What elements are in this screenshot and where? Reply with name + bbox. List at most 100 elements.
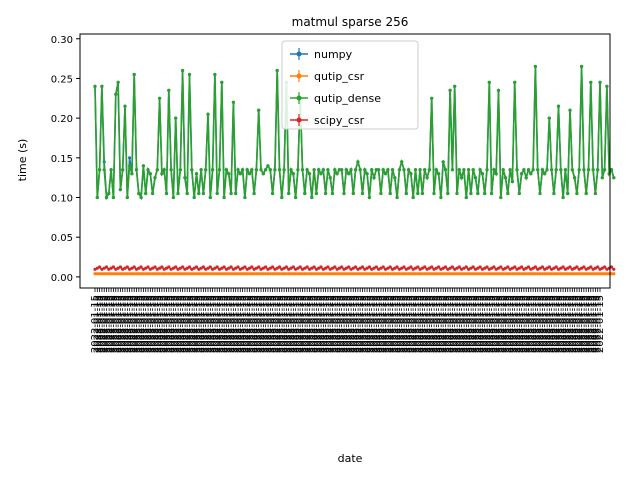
x-tick-label: 2022-01-15 xyxy=(376,295,387,353)
x-tick-label: 2022-01-15 xyxy=(265,295,276,353)
data-point-qutip_dense xyxy=(586,168,591,172)
data-point-qutip_csr xyxy=(432,272,436,276)
x-tick-label: 2022-01-15 xyxy=(159,295,170,353)
x-tick-label: 2022-01-15 xyxy=(415,295,426,353)
data-point-qutip_csr xyxy=(524,272,528,276)
data-point-qutip_dense xyxy=(330,191,335,196)
data-point-qutip_csr xyxy=(102,272,106,276)
data-point-qutip_dense xyxy=(393,176,397,180)
data-point-qutip_csr xyxy=(543,272,547,276)
y-tick-label: 0.00 xyxy=(51,273,73,284)
data-point-qutip_dense xyxy=(467,168,471,172)
y-tick-label: 0.20 xyxy=(51,114,73,125)
x-tick-label: 2022-01-15 xyxy=(593,295,604,353)
x-tick-label: 2022-01-15 xyxy=(510,295,521,353)
data-point-scipy_csr xyxy=(450,265,454,269)
x-tick-label: 2022-01-15 xyxy=(238,295,249,353)
x-tick-label: 2022-01-15 xyxy=(341,295,352,353)
data-point-qutip_csr xyxy=(446,272,450,276)
data-point-qutip_dense xyxy=(363,168,367,172)
data-point-scipy_csr xyxy=(568,265,572,269)
data-point-qutip_csr xyxy=(612,272,616,276)
data-point-qutip_csr xyxy=(349,272,353,276)
data-point-qutip_csr xyxy=(303,272,307,276)
x-tick-label: 2022-01-15 xyxy=(125,295,136,353)
x-tick-label: 2022-01-15 xyxy=(185,295,196,353)
data-point-scipy_csr xyxy=(243,265,247,269)
data-point-qutip_dense xyxy=(556,104,561,108)
data-point-qutip_csr xyxy=(580,272,584,276)
data-point-qutip_dense xyxy=(178,168,182,172)
x-tick-label: 2022-01-15 xyxy=(434,295,445,353)
data-point-qutip_dense xyxy=(520,172,524,176)
x-tick-label: 2022-01-15 xyxy=(228,295,239,353)
x-tick-label: 2022-01-15 xyxy=(217,295,228,353)
data-point-qutip_csr xyxy=(437,272,441,276)
data-point-qutip_csr xyxy=(128,272,132,276)
data-point-scipy_csr xyxy=(603,265,607,269)
data-point-qutip_csr xyxy=(300,272,305,276)
axes-frame xyxy=(79,33,611,289)
data-point-qutip_csr xyxy=(536,272,540,276)
data-point-qutip_dense xyxy=(151,191,155,196)
data-point-qutip_csr xyxy=(453,272,457,276)
data-point-qutip_csr xyxy=(192,272,196,276)
data-point-qutip_csr xyxy=(282,272,286,276)
legend-marker-qutip_dense xyxy=(296,95,302,101)
x-tick-label: 2022-01-15 xyxy=(494,295,505,353)
data-point-qutip_dense xyxy=(247,172,252,176)
data-point-qutip_csr xyxy=(443,272,448,276)
data-point-scipy_csr xyxy=(347,265,351,269)
data-point-qutip_csr xyxy=(236,272,240,276)
data-point-scipy_csr xyxy=(271,265,275,269)
x-tick-label: 2022-01-15 xyxy=(406,295,417,353)
data-point-qutip_dense xyxy=(261,172,265,176)
data-point-qutip_csr xyxy=(568,272,572,276)
data-point-qutip_dense xyxy=(114,92,118,96)
x-tick-label: 2022-01-15 xyxy=(413,295,424,353)
data-point-qutip_csr xyxy=(116,272,120,276)
data-point-qutip_dense xyxy=(464,195,468,200)
data-point-qutip_dense xyxy=(430,96,434,100)
data-point-qutip_dense xyxy=(185,191,189,196)
data-point-qutip_csr xyxy=(526,272,531,276)
data-point-qutip_dense xyxy=(289,168,293,172)
data-point-qutip_dense xyxy=(536,168,540,172)
data-point-qutip_dense xyxy=(580,64,584,69)
data-point-qutip_dense xyxy=(155,168,159,172)
data-point-qutip_csr xyxy=(411,272,415,276)
data-point-qutip_csr xyxy=(111,272,115,276)
data-point-qutip_dense xyxy=(220,80,224,84)
data-point-scipy_csr xyxy=(374,265,378,269)
data-point-qutip_dense xyxy=(349,168,353,172)
data-point-qutip_csr xyxy=(305,272,309,276)
data-point-scipy_csr xyxy=(416,265,420,269)
x-tick-label: 2022-01-15 xyxy=(422,295,433,353)
data-point-qutip_dense xyxy=(372,176,376,180)
x-tick-label: 2022-01-15 xyxy=(427,295,438,353)
data-point-qutip_csr xyxy=(397,272,401,276)
data-point-qutip_dense xyxy=(390,168,395,172)
data-point-qutip_csr xyxy=(483,272,487,276)
x-tick-label: 2022-01-15 xyxy=(210,295,221,353)
x-tick-label: 2022-01-15 xyxy=(588,295,599,353)
x-tick-label: 2022-01-15 xyxy=(102,295,113,353)
data-point-qutip_csr xyxy=(280,272,284,276)
x-tick-label: 2022-01-15 xyxy=(208,295,219,353)
x-tick-label: 2022-01-15 xyxy=(514,295,525,353)
data-point-qutip_csr xyxy=(487,272,491,276)
data-point-qutip_dense xyxy=(211,168,215,172)
y-tick-label: 0.10 xyxy=(51,194,73,205)
data-point-scipy_csr xyxy=(153,265,157,269)
x-tick-label: 2022-01-15 xyxy=(328,295,339,353)
data-point-scipy_csr xyxy=(146,265,150,269)
data-point-qutip_dense xyxy=(164,191,169,196)
data-point-qutip_csr xyxy=(531,272,535,276)
data-point-scipy_csr xyxy=(471,265,475,269)
data-point-scipy_csr xyxy=(402,265,406,269)
data-point-qutip_dense xyxy=(280,195,284,200)
data-point-qutip_dense xyxy=(294,195,298,200)
data-point-qutip_dense xyxy=(538,191,542,196)
x-tick-label: 2022-01-15 xyxy=(325,295,336,353)
x-tick-label: 2022-01-15 xyxy=(369,295,380,353)
